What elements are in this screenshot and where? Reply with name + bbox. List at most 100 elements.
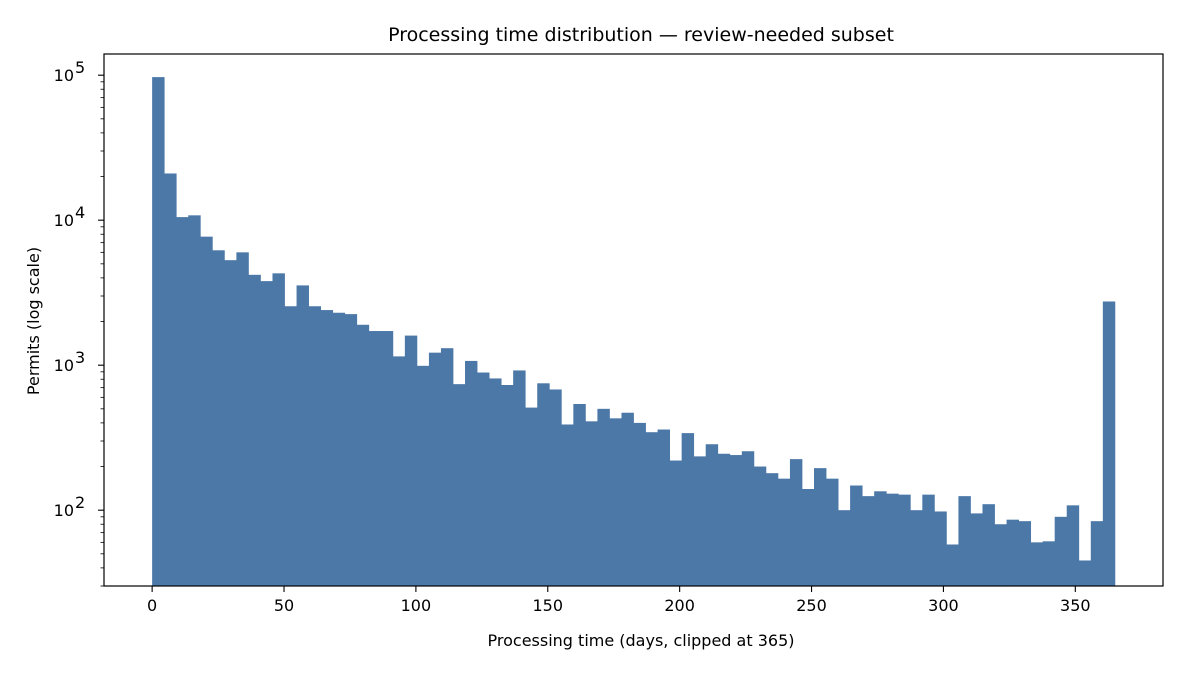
histogram-bar [465, 360, 478, 586]
histogram-bar [910, 510, 923, 586]
x-tick-label: 50 [274, 596, 294, 615]
histogram-bar [741, 451, 755, 586]
y-tick-label: 10 [54, 356, 74, 375]
histogram-bar [1078, 560, 1092, 586]
histogram-bar [332, 312, 346, 586]
histogram-bar [874, 491, 887, 586]
histogram-bar [344, 314, 358, 586]
histogram-bar [850, 485, 863, 586]
histogram-bar [1102, 301, 1116, 586]
histogram-bar [1030, 542, 1044, 586]
x-tick-label: 350 [1060, 596, 1091, 615]
histogram-bar [838, 510, 851, 586]
histogram-bar [705, 444, 719, 586]
histogram-bar [609, 418, 622, 586]
histogram-bar [356, 324, 370, 586]
histogram-bar [1054, 516, 1068, 586]
histogram-bar [826, 478, 839, 586]
x-axis-ticks: 0 50 100 150 200 250 300 350 [147, 586, 1091, 615]
histogram-bar [801, 489, 815, 586]
histogram-bar [1018, 521, 1032, 586]
histogram-bar [645, 432, 658, 586]
histogram-bar [1090, 521, 1104, 586]
y-tick-label-exponent: 2 [75, 493, 85, 512]
histogram-bar [597, 408, 610, 586]
x-tick-label: 100 [401, 596, 432, 615]
histogram-bar [862, 496, 875, 586]
histogram-bar [152, 77, 165, 587]
histogram-bar [1006, 519, 1019, 586]
histogram-bar [633, 422, 646, 586]
y-tick-label: 10 [54, 211, 74, 230]
histogram-bar [898, 494, 911, 586]
histogram-bar [416, 365, 430, 586]
chart-title: Processing time distribution — review-ne… [388, 24, 894, 46]
histogram-bar [777, 478, 791, 586]
y-tick-label: 10 [54, 66, 74, 85]
histogram-bar [164, 173, 177, 586]
y-tick-label-exponent: 4 [75, 203, 85, 222]
histogram-bar [814, 468, 827, 586]
histogram-bar [224, 260, 237, 586]
histogram-bar [729, 455, 743, 586]
histogram-bar [296, 285, 309, 586]
bars-group [152, 77, 1116, 587]
histogram-bar [537, 383, 550, 586]
x-tick-label: 300 [928, 596, 959, 615]
x-tick-label: 0 [147, 596, 157, 615]
histogram-bar [404, 335, 418, 586]
histogram-bar [657, 429, 670, 586]
histogram-bar [272, 273, 285, 586]
y-tick-label-exponent: 3 [75, 348, 85, 367]
histogram-bar [1042, 541, 1056, 586]
plot-frame [103, 53, 1164, 587]
histogram-bar [982, 504, 995, 586]
histogram-bar [513, 370, 526, 586]
histogram-bar [525, 407, 538, 586]
histogram-bar [176, 217, 189, 587]
histogram-bar [549, 389, 562, 586]
histogram-bar [452, 384, 466, 586]
histogram-bar [994, 524, 1007, 586]
histogram-bar [561, 424, 574, 586]
histogram-bar [621, 412, 634, 586]
histogram-bar [501, 385, 514, 586]
histogram-bar [958, 496, 971, 586]
x-axis-title: Processing time (days, clipped at 365) [488, 631, 795, 650]
histogram-bar [477, 372, 490, 586]
y-axis-title: Permits (log scale) [24, 247, 43, 395]
histogram-bar [284, 306, 297, 586]
histogram-bar [392, 356, 406, 586]
histogram-bar [753, 466, 767, 586]
histogram-bar [1066, 505, 1080, 586]
histogram-bar [693, 456, 707, 586]
histogram-bar [789, 459, 803, 586]
histogram-bar [308, 306, 322, 586]
histogram-bar [681, 433, 695, 586]
histogram-bar [260, 281, 273, 586]
histogram-bar [320, 310, 334, 586]
y-tick-label-exponent: 5 [75, 58, 85, 77]
histogram-bar [585, 421, 598, 586]
histogram-bar [380, 331, 394, 586]
histogram-bar [428, 352, 442, 586]
histogram-bar [248, 274, 261, 586]
histogram-bar [188, 215, 201, 586]
histogram-bar [669, 460, 683, 586]
histogram-bar [970, 513, 983, 586]
histogram-bar [440, 348, 454, 586]
histogram-bar [946, 544, 959, 586]
histogram-bar [368, 331, 382, 586]
x-tick-label: 150 [533, 596, 564, 615]
x-tick-label: 200 [664, 596, 695, 615]
x-tick-label: 250 [796, 596, 827, 615]
histogram-bar [200, 236, 213, 586]
y-tick-label: 10 [54, 501, 74, 520]
histogram-bar [922, 494, 935, 586]
histogram-bar [489, 378, 502, 586]
histogram-bar [886, 493, 899, 586]
histogram-bar [236, 252, 249, 586]
